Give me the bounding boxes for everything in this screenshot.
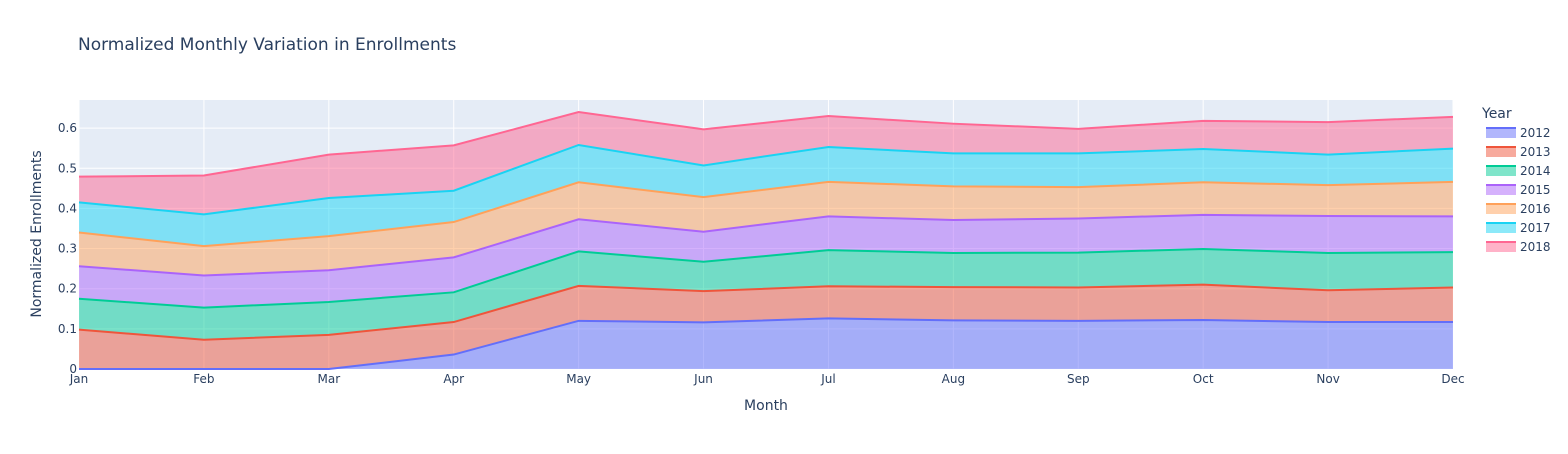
legend-item-2012[interactable]: 2012 <box>1486 126 1551 140</box>
legend-label-2014: 2014 <box>1520 164 1551 178</box>
area-series-2012 <box>79 318 1453 369</box>
x-tick-label-aug: Aug <box>942 372 965 386</box>
x-tick-label-sep: Sep <box>1067 372 1090 386</box>
y-tick-label-0: 0 <box>69 362 77 376</box>
legend-label-2018: 2018 <box>1520 240 1551 254</box>
legend-label-2013: 2013 <box>1520 145 1551 159</box>
line-series-2016 <box>78 180 1454 248</box>
legend-swatch-2017 <box>1486 223 1516 233</box>
y-tick-label-2: 0.2 <box>58 282 77 296</box>
y-tick-label-5: 0.5 <box>58 161 77 175</box>
area-series-2018 <box>79 112 1453 215</box>
line-series-2012 <box>79 317 1453 370</box>
x-tick-label-nov: Nov <box>1316 372 1339 386</box>
x-tick-label-may: May <box>566 372 591 386</box>
y-tick-label-4: 0.4 <box>58 201 77 215</box>
legend-item-2016[interactable]: 2016 <box>1486 202 1551 216</box>
line-series-2015 <box>78 213 1454 277</box>
legend-swatch-2016 <box>1486 204 1516 214</box>
x-tick-label-jun: Jun <box>693 372 713 386</box>
legend-label-2016: 2016 <box>1520 202 1551 216</box>
area-series-2016 <box>79 181 1453 276</box>
chart-title: Normalized Monthly Variation in Enrollme… <box>78 35 456 55</box>
area-series-layer <box>79 112 1453 369</box>
line-series-2017 <box>78 143 1454 216</box>
y-tick-label-6: 0.6 <box>58 121 77 135</box>
legend-label-2017: 2017 <box>1520 221 1551 235</box>
legend-label-2015: 2015 <box>1520 183 1551 197</box>
x-tick-label-apr: Apr <box>443 372 464 386</box>
series-lines-layer <box>78 111 1454 370</box>
legend-swatch-2013 <box>1486 147 1516 157</box>
legend-swatch-2015 <box>1486 185 1516 195</box>
legend-item-2017[interactable]: 2017 <box>1486 221 1551 235</box>
area-series-2017 <box>79 144 1453 247</box>
x-axis-title: Month <box>744 398 788 414</box>
area-series-2013 <box>79 284 1453 369</box>
x-tick-label-oct: Oct <box>1193 372 1214 386</box>
area-series-2014 <box>79 248 1453 340</box>
x-tick-label-dec: Dec <box>1441 372 1464 386</box>
x-tick-label-jul: Jul <box>820 372 835 386</box>
x-tick-label-jan: Jan <box>69 372 89 386</box>
y-axis-ticks: 0 0.1 0.2 0.3 0.4 0.5 0.6 <box>58 121 77 376</box>
legend-swatch-2014 <box>1486 166 1516 176</box>
x-tick-label-mar: Mar <box>317 372 340 386</box>
x-tick-label-feb: Feb <box>193 372 214 386</box>
y-axis-title: Normalized Enrollments <box>29 150 45 317</box>
legend-swatch-2018 <box>1486 242 1516 252</box>
y-tick-label-1: 0.1 <box>58 322 77 336</box>
line-series-2013 <box>78 283 1454 341</box>
line-series-2018 <box>78 111 1454 178</box>
line-series-2014 <box>78 247 1454 309</box>
legend-item-2014[interactable]: 2014 <box>1486 164 1551 178</box>
x-axis-ticks: Jan Feb Mar Apr May Jun Jul Aug Sep Oct Nov Dec <box>69 372 1465 386</box>
legend-label-2012: 2012 <box>1520 126 1551 140</box>
legend-item-2018[interactable]: 2018 <box>1486 240 1551 254</box>
legend: 2012 2013 2014 2015 2016 2017 2018 <box>1486 126 1551 254</box>
legend-item-2015[interactable]: 2015 <box>1486 183 1551 197</box>
legend-item-2013[interactable]: 2013 <box>1486 145 1551 159</box>
y-tick-label-3: 0.3 <box>58 242 77 256</box>
area-series-2015 <box>79 214 1453 308</box>
legend-swatch-2012 <box>1486 128 1516 138</box>
legend-title: Year <box>1481 106 1512 122</box>
